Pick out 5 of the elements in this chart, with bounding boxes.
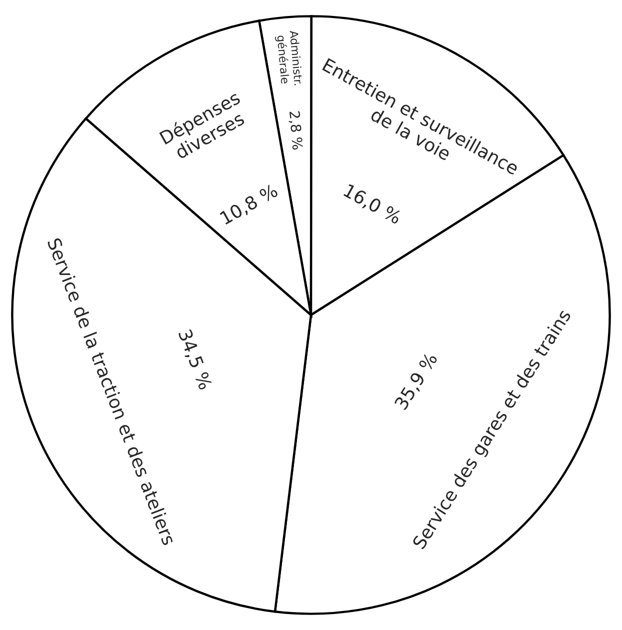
data-label: 16,0 % — [342, 183, 402, 226]
slice-label: Administr. générale — [274, 30, 303, 86]
data-label: 2,8 % — [288, 111, 304, 150]
data-label: 34,5 % — [176, 328, 213, 391]
data-label: 10,8 % — [219, 183, 280, 226]
